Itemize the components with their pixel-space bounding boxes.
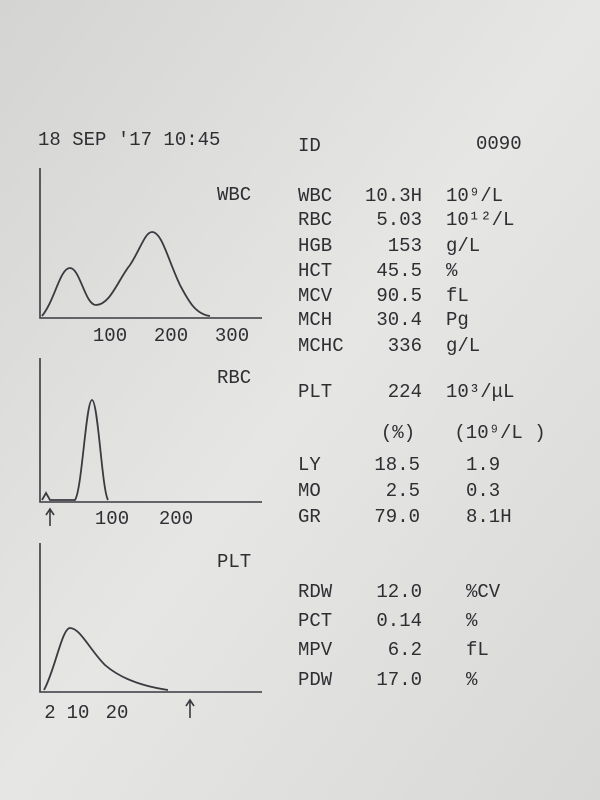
hist-label: PLT (217, 551, 251, 573)
result-name: WBC (298, 185, 332, 207)
diff-header: (10⁹/L ) (454, 422, 545, 444)
result-value: 30.4 (376, 309, 422, 331)
curve (41, 399, 109, 501)
tick-label: 10 (67, 702, 90, 724)
hist-label: RBC (217, 367, 251, 389)
tick-label: 200 (159, 508, 193, 530)
tick-label: 300 (215, 325, 249, 347)
result-unit: 10³/μL (446, 381, 514, 403)
index-value: 12.0 (376, 581, 422, 603)
result-name: MCHC (298, 335, 344, 357)
id-value: 0090 (476, 133, 522, 155)
arrow (45, 507, 55, 526)
hist-label: WBC (217, 184, 251, 206)
result-unit: 10⁹/L (446, 185, 503, 207)
tick-label: 2 (44, 702, 55, 724)
index-value: 6.2 (388, 639, 422, 661)
diff-name: MO (298, 480, 321, 502)
axis (39, 168, 262, 319)
index-unit: % (466, 669, 478, 691)
result-unit: g/L (446, 335, 480, 357)
result-unit: g/L (446, 235, 480, 257)
curve (43, 627, 169, 691)
result-name: MCH (298, 309, 332, 331)
diff-name: LY (298, 454, 321, 476)
index-unit: %CV (466, 581, 501, 603)
result-name: PLT (298, 381, 332, 403)
tick-label: 20 (106, 702, 129, 724)
arrow (185, 698, 195, 718)
result-name: MCV (298, 285, 333, 307)
index-unit: % (466, 610, 478, 632)
diff-absolute: 0.3 (466, 480, 500, 502)
result-value: 90.5 (376, 285, 422, 307)
wbc-histogram: WBC 100 200 300 (39, 168, 262, 347)
index-name: PCT (298, 610, 332, 632)
curve (41, 231, 211, 317)
index-name: PDW (298, 669, 333, 691)
result-name: HGB (298, 235, 332, 257)
index-value: 0.14 (376, 610, 422, 632)
rbc-histogram: RBC 100 200 (39, 358, 262, 530)
result-unit: % (446, 260, 458, 282)
result-value: 10.3H (365, 185, 422, 207)
diff-percent: 2.5 (386, 480, 420, 502)
result-unit: 10¹²/L (446, 209, 514, 231)
diff-percent: 18.5 (374, 454, 420, 476)
results: WBC 10.3H 10⁹/L RBC 5.03 10¹²/L HGB 153 g/L HCT 45… (298, 185, 546, 691)
result-value: 336 (388, 335, 422, 357)
index-name: RDW (298, 581, 333, 603)
diff-absolute: 8.1H (466, 506, 512, 528)
diff-header: (%) (381, 422, 415, 444)
tick-label: 100 (93, 325, 127, 347)
tick-label: 200 (154, 325, 188, 347)
tick-label: 100 (95, 508, 129, 530)
index-name: MPV (298, 639, 333, 661)
diff-percent: 79.0 (374, 506, 420, 528)
diff-name: GR (298, 506, 321, 528)
diff-absolute: 1.9 (466, 454, 500, 476)
result-unit: Pg (446, 309, 469, 331)
result-value: 153 (388, 235, 422, 257)
result-unit: fL (446, 285, 469, 307)
datetime: 18 SEP '17 10:45 (38, 129, 220, 151)
result-value: 5.03 (376, 209, 422, 231)
index-value: 17.0 (376, 669, 422, 691)
axis (39, 543, 262, 693)
result-value: 224 (388, 381, 422, 403)
result-name: HCT (298, 260, 332, 282)
axis (39, 358, 262, 503)
index-unit: fL (466, 639, 489, 661)
result-name: RBC (298, 209, 332, 231)
plt-histogram: PLT 2 10 20 (39, 543, 262, 724)
result-value: 45.5 (376, 260, 422, 282)
id-label: ID (298, 135, 321, 157)
